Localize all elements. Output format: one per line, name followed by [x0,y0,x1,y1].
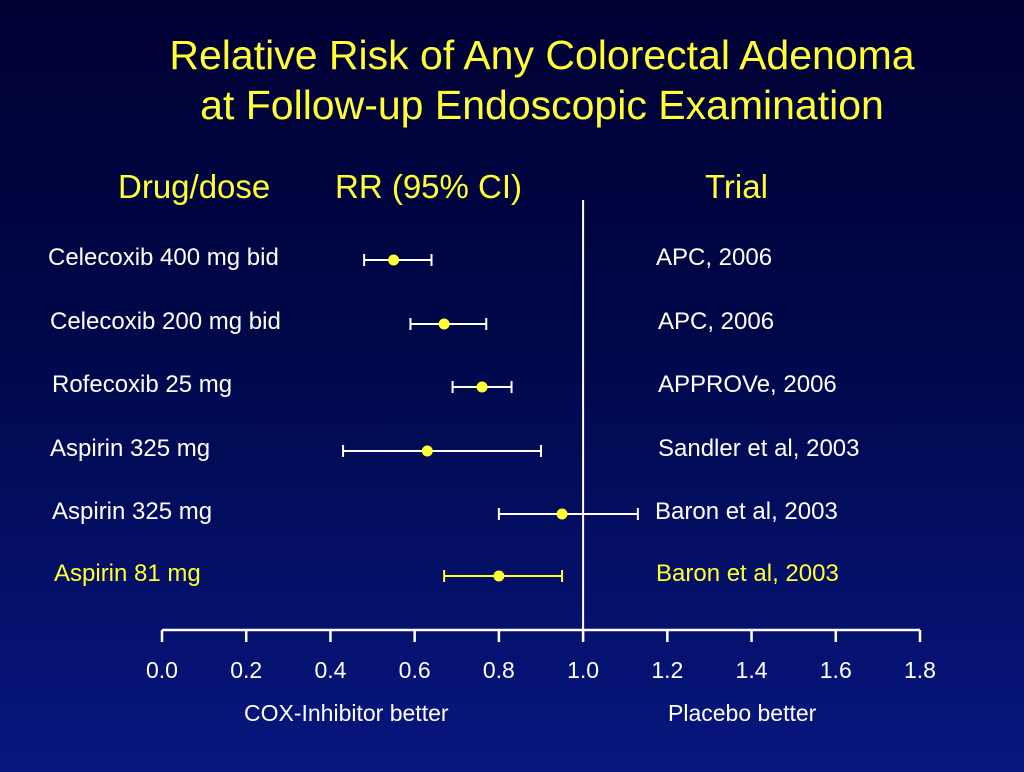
rr-point [556,508,568,520]
trial-label: APC, 2006 [658,308,775,335]
title-line-2: at Follow-up Endoscopic Examination [200,82,884,128]
title-line-1: Relative Risk of Any Colorectal Adenoma [169,32,915,78]
drug-label: Aspirin 325 mg [50,435,211,462]
x-tick-label: 0.0 [146,657,178,683]
left-note: COX-Inhibitor better [244,700,449,726]
x-tick-label: 1.8 [904,657,936,683]
drug-label: Rofecoxib 25 mg [52,371,233,398]
trial-label: APC, 2006 [656,244,773,271]
header-drug: Drug/dose [118,168,271,205]
drug-label: Celecoxib 400 mg bid [48,244,279,271]
rr-point [476,381,488,393]
x-tick-label: 1.6 [819,657,852,683]
x-tick-label: 0.6 [398,657,431,683]
rr-point [421,445,433,457]
drug-label: Aspirin 81 mg [54,560,201,587]
rr-point [493,570,505,582]
trial-label: Sandler et al, 2003 [658,435,860,462]
drug-label: Aspirin 325 mg [52,498,213,525]
rr-point [438,318,450,330]
right-note: Placebo better [668,700,817,726]
rr-point [388,254,400,266]
trial-label: Baron et al, 2003 [655,498,838,525]
x-tick-label: 1.2 [651,657,684,683]
x-tick-label: 0.2 [230,657,263,683]
x-tick-label: 0.4 [314,657,347,683]
header-trial: Trial [705,168,768,205]
x-tick-label: 0.8 [482,657,515,683]
x-tick-label: 1.0 [567,657,600,683]
header-rr: RR (95% CI) [335,168,523,205]
drug-label: Celecoxib 200 mg bid [50,308,281,335]
x-tick-label: 1.4 [735,657,768,683]
trial-label: APPROVe, 2006 [658,371,837,398]
chart-title: Relative Risk of Any Colorectal Adenoma … [60,30,1024,130]
trial-label: Baron et al, 2003 [656,560,839,587]
